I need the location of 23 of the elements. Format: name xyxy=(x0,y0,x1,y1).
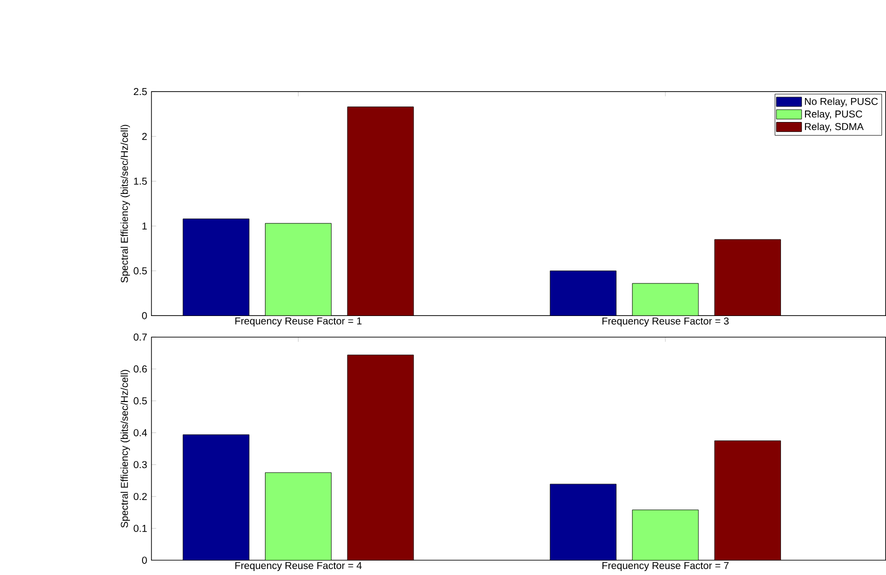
x-tick-label: Frequency Reuse Factor = 1 xyxy=(235,317,362,326)
y-tick-label: 0.5 xyxy=(134,267,147,274)
legend-label: Relay, SDMA xyxy=(805,122,864,132)
y-tick-label: 0.4 xyxy=(134,429,147,436)
y-tick-label: 0.1 xyxy=(134,524,147,532)
legend-label: No Relay, PUSC xyxy=(805,98,878,107)
y-axis-title: Spectral Efficiency (bits/sec/Hz/cell) xyxy=(120,124,130,283)
y-tick-label: 0.7 xyxy=(134,334,147,341)
y-tick-label: 1 xyxy=(142,222,147,230)
y-tick-label: 1.5 xyxy=(134,178,147,185)
x-tick-label: Frequency Reuse Factor = 3 xyxy=(602,317,729,327)
y-tick-label: 2.5 xyxy=(134,88,147,96)
y-tick-label: 0.6 xyxy=(134,365,147,373)
y-tick-label: 0.3 xyxy=(134,461,147,468)
y-axis-title: Spectral Efficiency (bits/sec/Hz/cell) xyxy=(120,370,130,528)
y-tick-label: 0 xyxy=(142,312,147,320)
legend-label: Relay, PUSC xyxy=(805,110,862,120)
x-tick-label: Frequency Reuse Factor = 4 xyxy=(235,562,362,572)
y-tick-label: 2 xyxy=(142,132,147,140)
y-tick-label: 0 xyxy=(142,556,147,564)
x-tick-label: Frequency Reuse Factor = 7 xyxy=(602,562,729,572)
y-tick-label: 0.2 xyxy=(134,492,147,500)
y-tick-label: 0.5 xyxy=(134,397,147,404)
